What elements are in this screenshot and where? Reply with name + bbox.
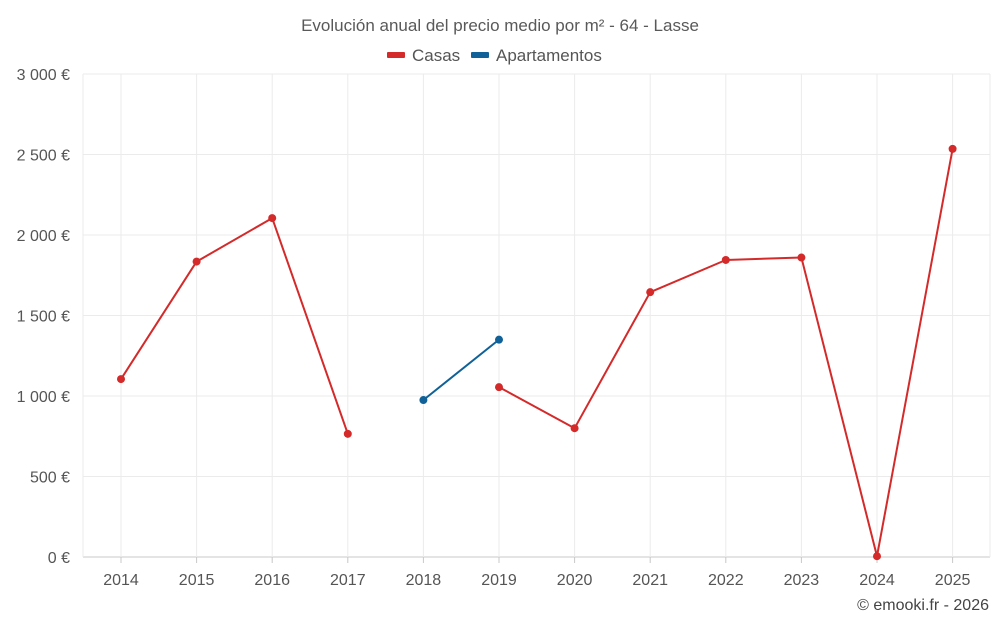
data-point-casas-2025 — [948, 144, 957, 153]
data-point-casas-2019 — [495, 383, 503, 392]
data-point-casas-2021 — [646, 288, 655, 297]
x-tick-label: 2018 — [406, 572, 442, 589]
data-point-casas-2014 — [117, 375, 125, 384]
x-tick-label: 2021 — [632, 572, 668, 589]
chart-title: Evolución anual del precio medio por m² … — [301, 16, 699, 35]
x-tick-label: 2024 — [859, 572, 895, 589]
data-point-apartamentos-2018 — [419, 396, 428, 405]
series-line-apartamentos — [422, 338, 500, 401]
data-point-casas-2023 — [797, 253, 806, 262]
data-point-casas-2016 — [268, 214, 277, 223]
y-tick-label: 2 500 € — [17, 148, 70, 165]
y-tick-label: 1 500 € — [17, 309, 70, 326]
legend-swatch-apartamentos — [471, 52, 489, 58]
y-tick-label: 2 000 € — [17, 228, 70, 245]
legend-label-apartamentos: Apartamentos — [496, 46, 602, 65]
series-points — [117, 144, 957, 561]
legend-label-casas: Casas — [412, 46, 460, 65]
x-tick-label: 2020 — [557, 572, 593, 589]
data-point-apartamentos-2019 — [495, 335, 503, 344]
y-tick-label: 0 € — [48, 550, 70, 567]
data-point-casas-2024 — [873, 552, 881, 561]
y-axis: 0 € 500 € 1 000 € 1 500 € 2 000 € 2 500 € 3 00… — [17, 67, 70, 567]
grid — [82, 73, 991, 563]
x-tick-label: 2019 — [481, 572, 517, 589]
x-tick-label: 2017 — [330, 572, 366, 589]
x-tick-label: 2023 — [784, 572, 820, 589]
x-tick-label: 2014 — [103, 572, 139, 589]
x-tick-label: 2022 — [708, 572, 744, 589]
x-tick-label: 2016 — [254, 572, 290, 589]
legend: Casas Apartamentos — [387, 46, 602, 65]
x-tick-label: 2015 — [179, 572, 215, 589]
x-axis: 2014 2015 2016 2017 2018 2019 2020 2021 2022 2023… — [103, 572, 970, 589]
data-point-casas-2022 — [721, 255, 730, 264]
series-lines — [120, 148, 954, 558]
data-point-casas-2017 — [343, 429, 352, 438]
data-point-casas-2020 — [570, 424, 579, 433]
series-line-casas — [120, 217, 349, 435]
credit: © emooki.fr - 2026 — [857, 597, 989, 614]
data-point-casas-2015 — [192, 257, 201, 266]
x-tick-label: 2025 — [935, 572, 971, 589]
y-tick-label: 1 000 € — [17, 389, 70, 406]
legend-swatch-casas — [387, 52, 405, 58]
y-tick-label: 3 000 € — [17, 67, 70, 84]
y-tick-label: 500 € — [30, 470, 70, 487]
